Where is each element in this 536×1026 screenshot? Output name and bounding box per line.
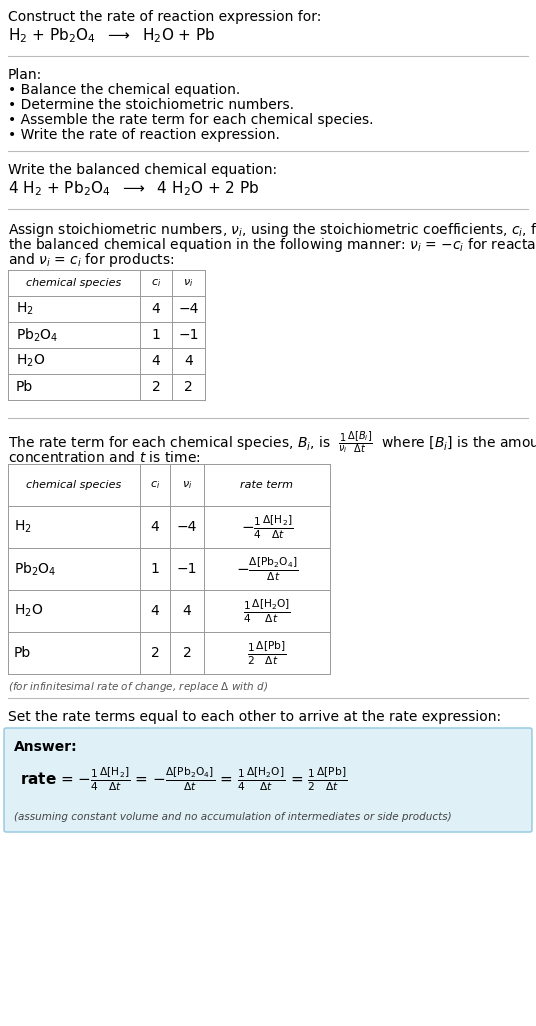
Text: • Balance the chemical equation.: • Balance the chemical equation.: [8, 83, 240, 97]
Text: the balanced chemical equation in the following manner: $\mathit{\nu_i}$ = $-\ma: the balanced chemical equation in the fo…: [8, 236, 536, 254]
Text: 4: 4: [152, 354, 160, 368]
Text: $-\frac{1}{4}\frac{\Delta[\mathrm{H_2}]}{\Delta t}$: $-\frac{1}{4}\frac{\Delta[\mathrm{H_2}]}…: [241, 513, 293, 541]
Text: 4: 4: [184, 354, 193, 368]
Text: $\frac{1}{4}\frac{\Delta[\mathrm{H_2O}]}{\Delta t}$: $\frac{1}{4}\frac{\Delta[\mathrm{H_2O}]}…: [243, 597, 291, 625]
Text: (for infinitesimal rate of change, replace $\Delta$ with $d$): (for infinitesimal rate of change, repla…: [8, 680, 268, 694]
Text: H$_2$: H$_2$: [14, 519, 32, 536]
Text: $-\frac{\Delta[\mathrm{Pb_2O_4}]}{\Delta t}$: $-\frac{\Delta[\mathrm{Pb_2O_4}]}{\Delta…: [236, 555, 298, 583]
Text: $\mathit{c_i}$: $\mathit{c_i}$: [151, 277, 161, 289]
Text: Construct the rate of reaction expression for:: Construct the rate of reaction expressio…: [8, 10, 322, 24]
Text: Answer:: Answer:: [14, 740, 78, 754]
Text: rate term: rate term: [241, 480, 294, 490]
Text: 1: 1: [151, 562, 159, 576]
Text: chemical species: chemical species: [26, 278, 122, 288]
Text: chemical species: chemical species: [26, 480, 122, 490]
Text: H$_2$O: H$_2$O: [14, 603, 43, 620]
Text: −1: −1: [178, 328, 199, 342]
Text: Write the balanced chemical equation:: Write the balanced chemical equation:: [8, 163, 277, 177]
Text: Pb: Pb: [14, 646, 31, 660]
Text: and $\mathit{\nu_i}$ = $\mathit{c_i}$ for products:: and $\mathit{\nu_i}$ = $\mathit{c_i}$ fo…: [8, 251, 174, 269]
Text: $\mathrm{H_2}$ + Pb$_2$O$_4$  $\longrightarrow$  H$_2$O + Pb: $\mathrm{H_2}$ + Pb$_2$O$_4$ $\longright…: [8, 26, 215, 45]
Text: concentration and $t$ is time:: concentration and $t$ is time:: [8, 450, 200, 465]
Text: 4: 4: [151, 520, 159, 534]
Text: 2: 2: [183, 646, 191, 660]
Text: $\mathit{\nu_i}$: $\mathit{\nu_i}$: [182, 479, 192, 490]
Text: 2: 2: [152, 380, 160, 394]
Text: $4\ \mathrm{H_2}$ + Pb$_2$O$_4$  $\longrightarrow$  $4\ $H$_2$O + 2 Pb: $4\ \mathrm{H_2}$ + Pb$_2$O$_4$ $\longri…: [8, 179, 259, 198]
Text: Set the rate terms equal to each other to arrive at the rate expression:: Set the rate terms equal to each other t…: [8, 710, 501, 724]
Text: −4: −4: [178, 302, 199, 316]
Text: 4: 4: [152, 302, 160, 316]
Text: • Write the rate of reaction expression.: • Write the rate of reaction expression.: [8, 128, 280, 142]
Text: Pb$_2$O$_4$: Pb$_2$O$_4$: [16, 326, 58, 344]
Text: −4: −4: [177, 520, 197, 534]
Text: Pb: Pb: [16, 380, 33, 394]
Text: H$_2$O: H$_2$O: [16, 353, 45, 369]
Text: Plan:: Plan:: [8, 68, 42, 82]
Text: (assuming constant volume and no accumulation of intermediates or side products): (assuming constant volume and no accumul…: [14, 812, 452, 822]
Text: 4: 4: [151, 604, 159, 618]
Text: H$_2$: H$_2$: [16, 301, 34, 317]
FancyBboxPatch shape: [4, 728, 532, 832]
Text: −1: −1: [177, 562, 197, 576]
Text: 1: 1: [152, 328, 160, 342]
Text: $\frac{1}{2}\frac{\Delta[\mathrm{Pb}]}{\Delta t}$: $\frac{1}{2}\frac{\Delta[\mathrm{Pb}]}{\…: [247, 639, 287, 667]
Text: 2: 2: [184, 380, 193, 394]
Text: • Assemble the rate term for each chemical species.: • Assemble the rate term for each chemic…: [8, 113, 374, 127]
Text: Pb$_2$O$_4$: Pb$_2$O$_4$: [14, 560, 56, 578]
Text: $\mathit{c_i}$: $\mathit{c_i}$: [150, 479, 160, 490]
Text: $\mathbf{rate}$ = $-\frac{1}{4}\frac{\Delta[\mathrm{H_2}]}{\Delta t}$ = $-\frac{: $\mathbf{rate}$ = $-\frac{1}{4}\frac{\De…: [20, 765, 347, 793]
Text: The rate term for each chemical species, $B_i$, is  $\frac{1}{\nu_i}\frac{\Delta: The rate term for each chemical species,…: [8, 430, 536, 456]
Text: Assign stoichiometric numbers, $\mathit{\nu_i}$, using the stoichiometric coeffi: Assign stoichiometric numbers, $\mathit{…: [8, 221, 536, 239]
Text: $\mathit{\nu_i}$: $\mathit{\nu_i}$: [183, 277, 193, 289]
Text: 2: 2: [151, 646, 159, 660]
Text: 4: 4: [183, 604, 191, 618]
Text: • Determine the stoichiometric numbers.: • Determine the stoichiometric numbers.: [8, 98, 294, 112]
